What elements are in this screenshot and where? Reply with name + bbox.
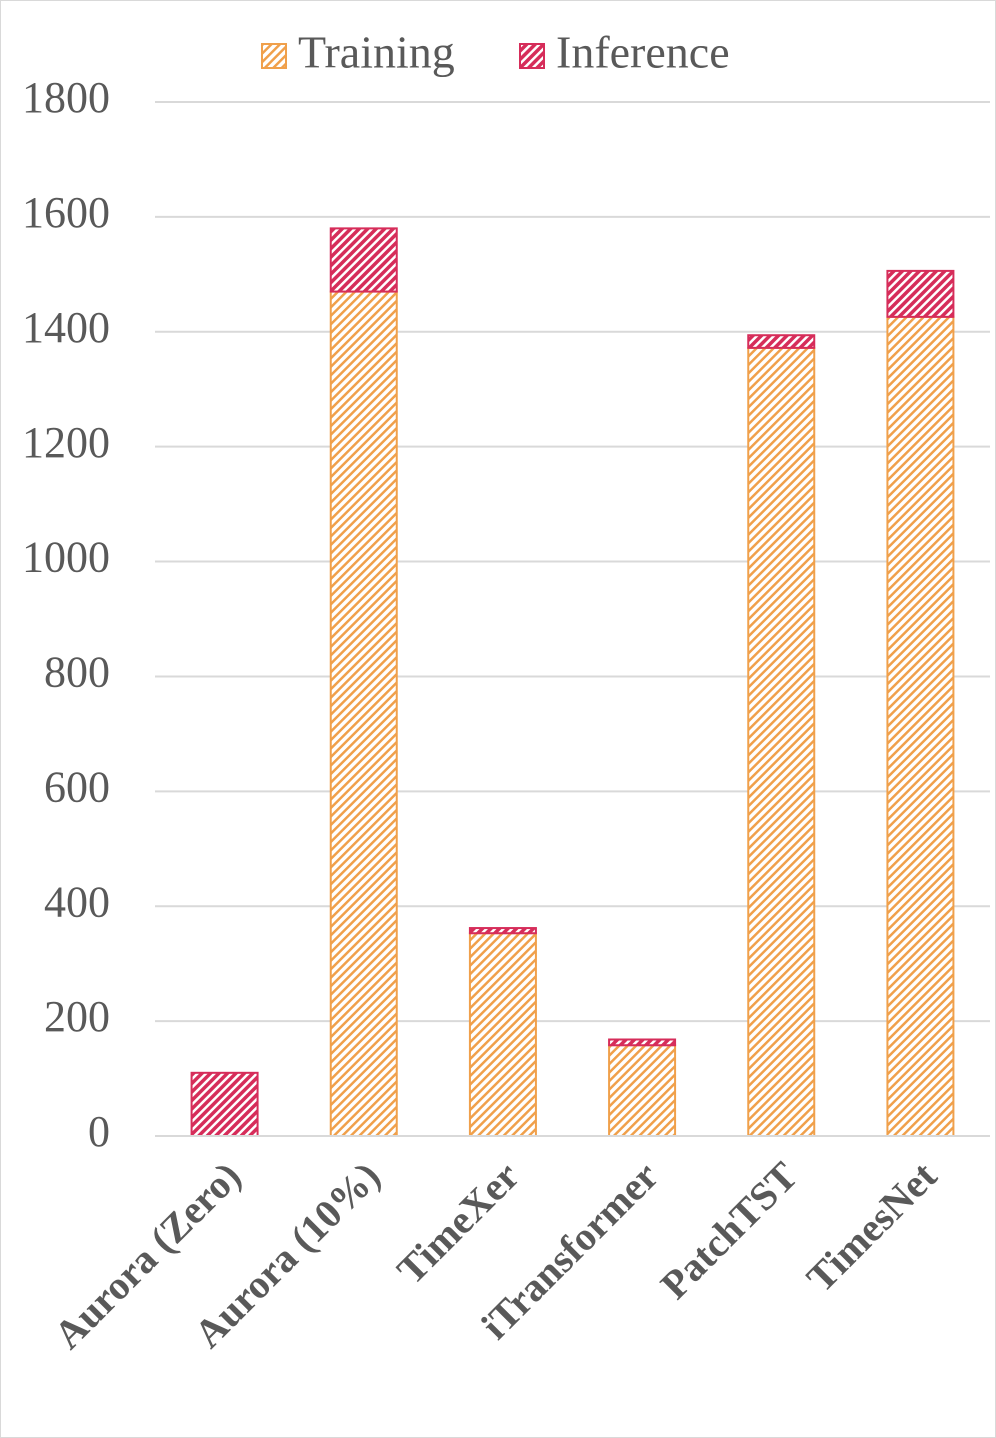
y-tick-label: 1600 (22, 188, 110, 237)
bar-segment (608, 1038, 677, 1047)
y-tick-label: 400 (44, 877, 110, 926)
legend-swatch (519, 43, 545, 69)
y-tick-label: 600 (44, 762, 110, 811)
y-tick-label: 1400 (22, 303, 110, 352)
bar-segment (886, 269, 955, 318)
legend-swatch (261, 43, 287, 69)
bar-segment (329, 290, 398, 1138)
y-tick-label: 0 (88, 1107, 110, 1156)
bar-segment (190, 1071, 259, 1138)
bar-segment (468, 927, 537, 935)
y-tick-label: 1800 (22, 73, 110, 122)
bar-segment (468, 932, 537, 1138)
legend-label: Inference (556, 27, 730, 78)
bar-segment (886, 315, 955, 1137)
bar-segment (329, 227, 398, 293)
bar-segment (747, 346, 816, 1137)
y-tick-label: 1200 (22, 418, 110, 467)
y-tick-label: 1000 (22, 533, 110, 582)
y-tick-label: 800 (44, 648, 110, 697)
bar-segment (747, 334, 816, 349)
y-tick-label: 200 (44, 992, 110, 1041)
legend-label: Training (298, 27, 455, 78)
bar-segment (608, 1044, 677, 1138)
